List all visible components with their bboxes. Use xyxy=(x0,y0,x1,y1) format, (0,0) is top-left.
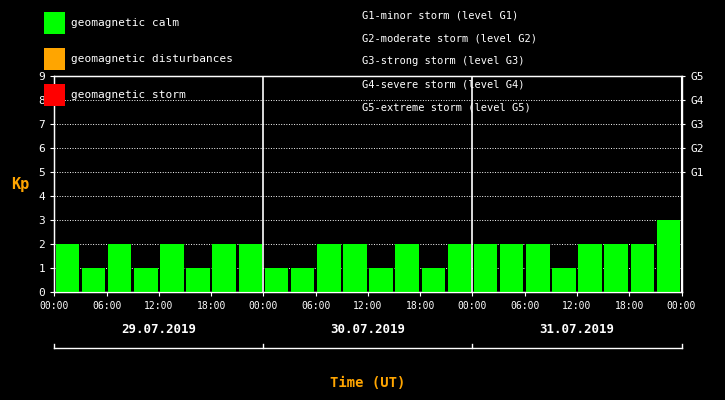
Bar xyxy=(526,244,550,292)
Text: geomagnetic disturbances: geomagnetic disturbances xyxy=(71,54,233,64)
Text: G1-minor storm (level G1): G1-minor storm (level G1) xyxy=(362,10,519,20)
Bar xyxy=(239,244,262,292)
Text: 30.07.2019: 30.07.2019 xyxy=(331,323,405,336)
Bar xyxy=(343,244,367,292)
Text: Time (UT): Time (UT) xyxy=(331,376,405,390)
Bar xyxy=(317,244,341,292)
Bar xyxy=(212,244,236,292)
Text: G5-extreme storm (level G5): G5-extreme storm (level G5) xyxy=(362,103,531,113)
Bar xyxy=(160,244,183,292)
Bar xyxy=(186,268,210,292)
Bar xyxy=(473,244,497,292)
Bar xyxy=(579,244,602,292)
Text: G4-severe storm (level G4): G4-severe storm (level G4) xyxy=(362,80,525,90)
Bar xyxy=(134,268,157,292)
Bar xyxy=(395,244,419,292)
Bar xyxy=(108,244,131,292)
Bar xyxy=(369,268,393,292)
Bar xyxy=(82,268,105,292)
Text: 29.07.2019: 29.07.2019 xyxy=(121,323,196,336)
Bar xyxy=(657,220,680,292)
Bar xyxy=(500,244,523,292)
Text: G3-strong storm (level G3): G3-strong storm (level G3) xyxy=(362,56,525,66)
Text: Kp: Kp xyxy=(11,176,29,192)
Bar xyxy=(552,268,576,292)
Bar xyxy=(56,244,79,292)
Bar xyxy=(631,244,654,292)
Text: geomagnetic storm: geomagnetic storm xyxy=(71,90,186,100)
Bar xyxy=(265,268,289,292)
Bar xyxy=(421,268,445,292)
Bar xyxy=(605,244,628,292)
Text: geomagnetic calm: geomagnetic calm xyxy=(71,18,179,28)
Bar xyxy=(447,244,471,292)
Text: 31.07.2019: 31.07.2019 xyxy=(539,323,615,336)
Text: G2-moderate storm (level G2): G2-moderate storm (level G2) xyxy=(362,33,537,43)
Bar xyxy=(291,268,315,292)
